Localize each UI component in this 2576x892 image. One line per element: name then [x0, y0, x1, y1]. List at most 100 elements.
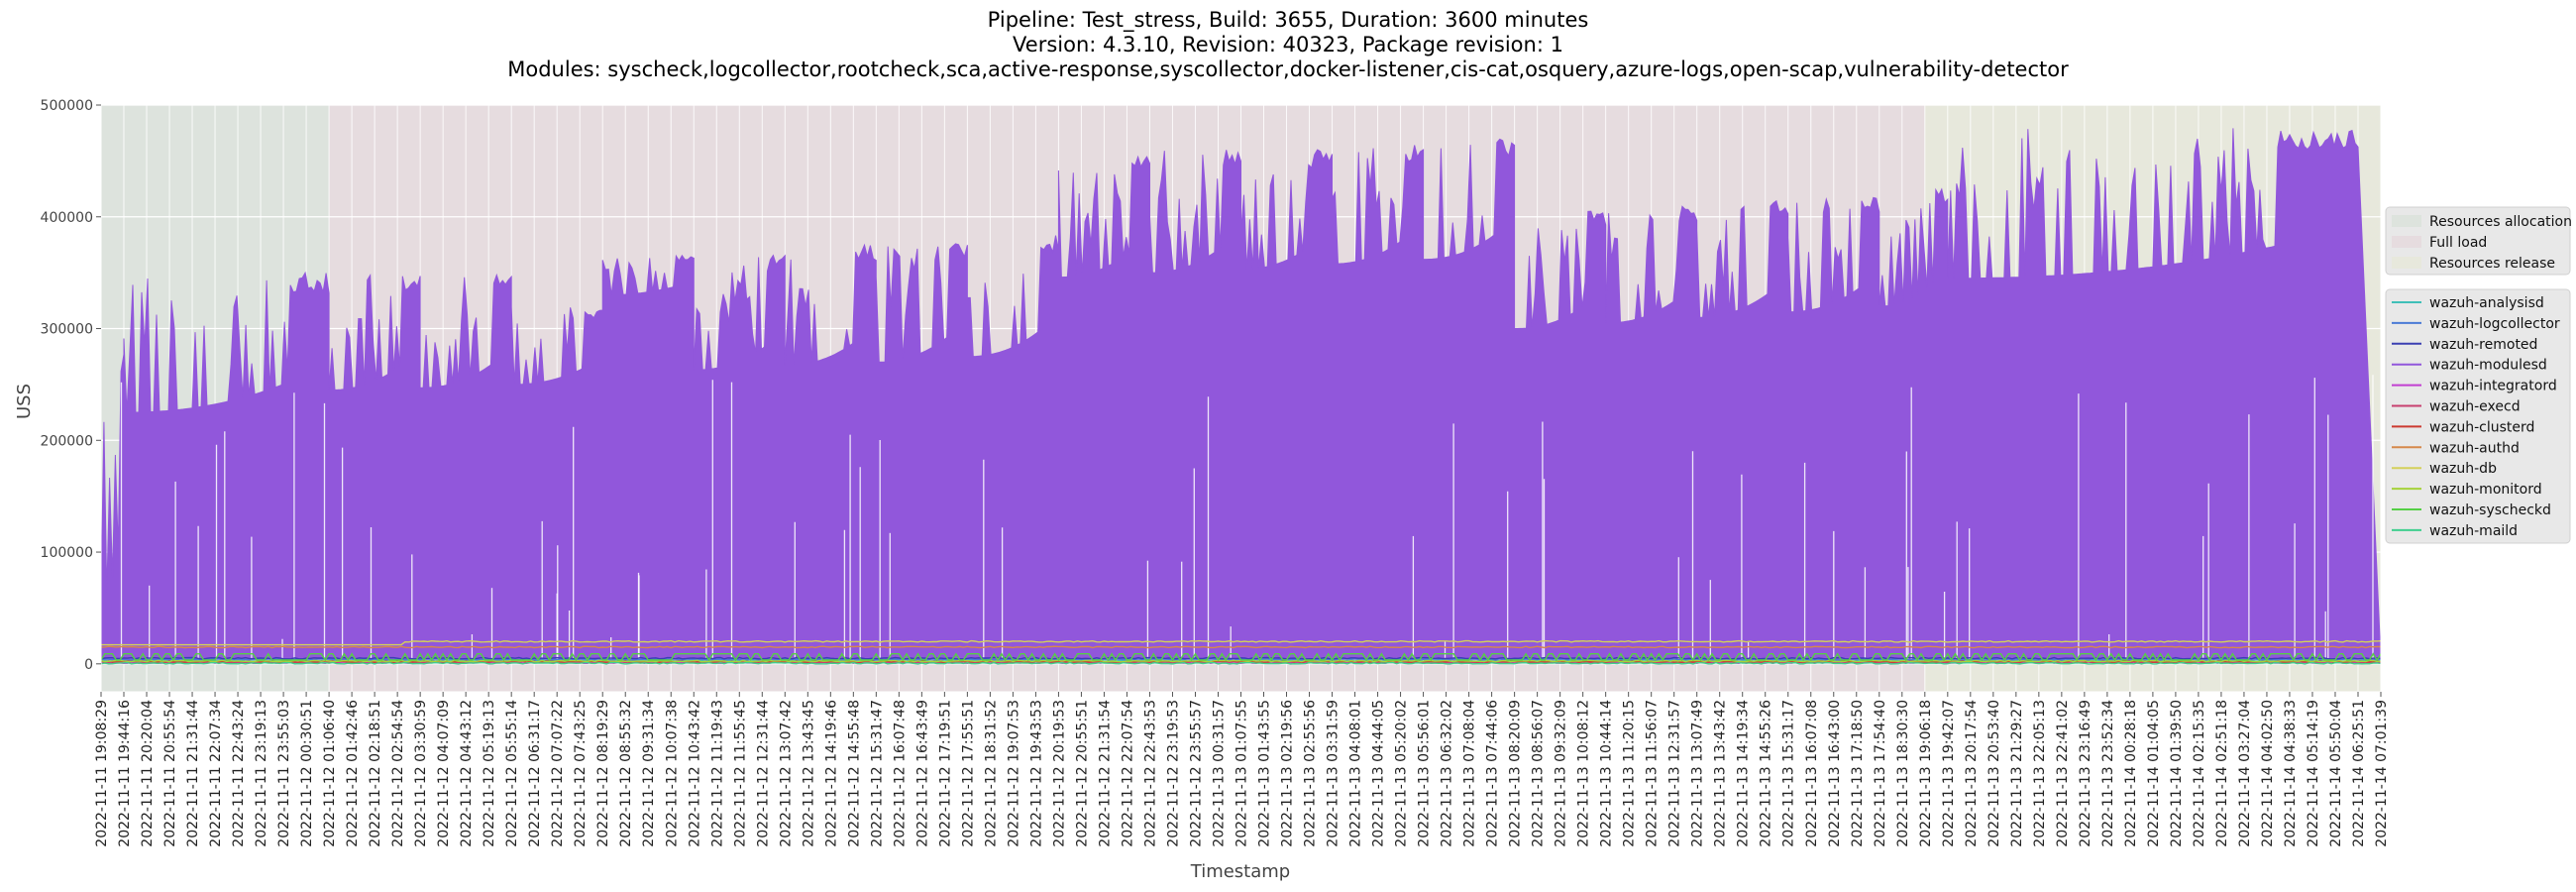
series-lines	[100, 128, 2382, 665]
x-tick-label: 2022-11-13 19:42:07	[1941, 700, 1957, 847]
x-tick-label: 2022-11-12 05:55:14	[504, 700, 520, 847]
legend-label: wazuh-integratord	[2429, 379, 2557, 394]
x-tick-label: 2022-11-12 04:07:09	[436, 700, 452, 847]
x-tick-label: 2022-11-13 23:52:34	[2100, 700, 2116, 847]
series-wazuh-remoted	[100, 656, 2382, 660]
x-tick-label: 2022-11-12 21:31:54	[1097, 700, 1113, 847]
chart-title: Pipeline: Test_stress, Build: 3655, Dura…	[0, 8, 2576, 82]
x-tick-label: 2022-11-12 02:18:51	[368, 700, 383, 847]
x-tick-label: 2022-11-13 20:17:54	[1964, 700, 1980, 847]
x-tick-label: 2022-11-14 02:15:35	[2192, 700, 2207, 847]
legend-label: wazuh-logcollector	[2429, 316, 2560, 332]
x-tick-label: 2022-11-13 22:41:02	[2055, 700, 2071, 847]
axes: 0 100000 200000 300000 400000 500000 2022-11-1…	[41, 98, 2390, 847]
x-tick-label: 2022-11-14 02:51:18	[2214, 700, 2230, 847]
x-tick-label: 2022-11-11 23:19:13	[254, 700, 269, 847]
title-line-2: Version: 4.3.10, Revision: 40323, Packag…	[1013, 33, 1563, 56]
legend-label: wazuh-syscheckd	[2429, 502, 2551, 518]
legend-swatch	[2392, 215, 2421, 227]
x-tick-label: 2022-11-13 17:18:50	[1850, 700, 1866, 847]
legend-label: wazuh-analysisd	[2429, 295, 2544, 311]
x-tick-label: 2022-11-12 08:19:29	[595, 700, 611, 847]
x-tick-label: 2022-11-13 02:19:56	[1280, 700, 1296, 847]
x-tick-label: 2022-11-13 22:05:13	[2032, 700, 2048, 847]
legend-series: wazuh-analysisd wazuh-logcollector wazuh-r…	[2385, 288, 2571, 544]
x-tick-label: 2022-11-13 16:07:08	[1804, 700, 1820, 847]
x-tick-label: 2022-11-13 10:08:12	[1576, 700, 1592, 847]
x-tick-label: 2022-11-12 15:31:47	[869, 700, 885, 847]
title-line-1: Pipeline: Test_stress, Build: 3655, Dura…	[987, 8, 1589, 32]
x-tick-label: 2022-11-13 11:56:07	[1645, 700, 1661, 847]
x-tick-label: 2022-11-12 06:31:17	[527, 700, 543, 847]
x-tick-label: 2022-11-13 05:20:02	[1394, 700, 1410, 847]
x-tick-label: 2022-11-12 01:42:46	[345, 700, 361, 847]
x-tick-label: 2022-11-12 23:19:53	[1165, 700, 1181, 847]
legend-label: wazuh-maild	[2429, 523, 2518, 539]
title-line-3: Modules: syscheck,logcollector,rootcheck…	[507, 57, 2069, 81]
legend-label: wazuh-execd	[2429, 399, 2521, 415]
legend-label: wazuh-clusterd	[2429, 419, 2534, 435]
legend-label: Full load	[2429, 235, 2487, 251]
x-tick-label: 2022-11-13 09:32:09	[1554, 700, 1569, 847]
x-tick-label: 2022-11-12 03:30:59	[413, 700, 429, 847]
x-tick-label: 2022-11-13 13:07:49	[1690, 700, 1706, 847]
x-tick-label: 2022-11-11 23:55:03	[276, 700, 292, 847]
x-tick-label: 2022-11-11 22:07:34	[208, 700, 224, 847]
x-tick-label: 2022-11-12 23:55:57	[1188, 700, 1204, 847]
x-tick-label: 2022-11-12 22:43:53	[1142, 700, 1158, 847]
x-tick-label: 2022-11-11 20:55:54	[162, 700, 178, 847]
x-tick-label: 2022-11-12 22:07:54	[1120, 700, 1135, 847]
series-wazuh-authd	[100, 645, 2381, 649]
x-tick-label: 2022-11-12 14:55:48	[846, 700, 862, 847]
y-tick-label: 0	[84, 657, 93, 673]
series-wazuh-db	[101, 639, 2382, 646]
x-tick-label: 2022-11-12 12:31:44	[755, 700, 771, 847]
series-wazuh-syscheckd	[100, 652, 2382, 662]
x-tick-label: 2022-11-14 06:25:51	[2351, 700, 2367, 847]
x-tick-label: 2022-11-13 11:20:15	[1622, 700, 1638, 847]
x-tick-label: 2022-11-14 01:04:05	[2146, 700, 2162, 847]
y-tick-label: 400000	[41, 210, 93, 226]
y-axis-label: USS	[14, 384, 35, 419]
legend-label: wazuh-remoted	[2429, 337, 2537, 353]
x-tick-label: 2022-11-12 05:19:13	[482, 700, 497, 847]
x-tick-label: 2022-11-12 09:31:34	[641, 700, 657, 847]
x-tick-label: 2022-11-12 20:55:51	[1074, 700, 1090, 847]
x-tick-label: 2022-11-12 14:19:46	[823, 700, 839, 847]
x-tick-label: 2022-11-12 02:54:54	[390, 700, 406, 847]
x-tick-label: 2022-11-13 21:29:27	[2009, 700, 2025, 847]
legend-swatch	[2392, 257, 2421, 269]
x-tick-label: 2022-11-14 01:39:50	[2169, 700, 2185, 847]
legend-phases-box	[2385, 206, 2571, 276]
legend-label: wazuh-db	[2429, 461, 2497, 477]
x-tick-label: 2022-11-13 08:56:07	[1531, 700, 1547, 847]
x-tick-label: 2022-11-12 18:31:52	[983, 700, 999, 847]
x-tick-label: 2022-11-12 10:07:38	[664, 700, 680, 847]
x-tick-label: 2022-11-13 15:31:17	[1781, 700, 1797, 847]
x-tick-label: 2022-11-12 07:43:25	[573, 700, 589, 847]
x-axis-label: Timestamp	[1190, 861, 1290, 882]
x-tick-label: 2022-11-13 04:44:05	[1371, 700, 1387, 847]
legend-swatch	[2392, 236, 2421, 248]
x-tick-label: 2022-11-14 04:38:33	[2283, 700, 2299, 847]
x-tick-label: 2022-11-12 10:43:42	[687, 700, 702, 847]
x-tick-label: 2022-11-12 17:55:51	[960, 700, 976, 847]
x-tick-label: 2022-11-13 20:53:40	[1986, 700, 2002, 847]
x-tick-label: 2022-11-11 20:20:04	[140, 700, 156, 847]
y-tick-label: 300000	[41, 322, 93, 338]
x-tick-label: 2022-11-12 16:43:49	[914, 700, 930, 847]
x-tick-label: 2022-11-12 19:43:53	[1028, 700, 1044, 847]
x-tick-label: 2022-11-13 00:31:57	[1211, 700, 1227, 847]
legend-label: wazuh-authd	[2429, 440, 2520, 456]
x-tick-label: 2022-11-14 05:14:19	[2306, 700, 2321, 847]
x-tick-label: 2022-11-11 21:31:44	[185, 700, 201, 847]
x-tick-label: 2022-11-12 16:07:48	[892, 700, 908, 847]
x-tick-label: 2022-11-13 07:08:04	[1462, 700, 1478, 847]
x-tick-label: 2022-11-12 00:30:51	[299, 700, 315, 847]
x-tick-label: 2022-11-13 17:54:40	[1873, 700, 1888, 847]
x-tick-label: 2022-11-14 07:01:39	[2374, 700, 2390, 847]
y-tick-label: 200000	[41, 433, 93, 449]
x-tick-label: 2022-11-14 04:02:50	[2260, 700, 2276, 847]
x-tick-label: 2022-11-12 01:06:40	[322, 700, 338, 847]
